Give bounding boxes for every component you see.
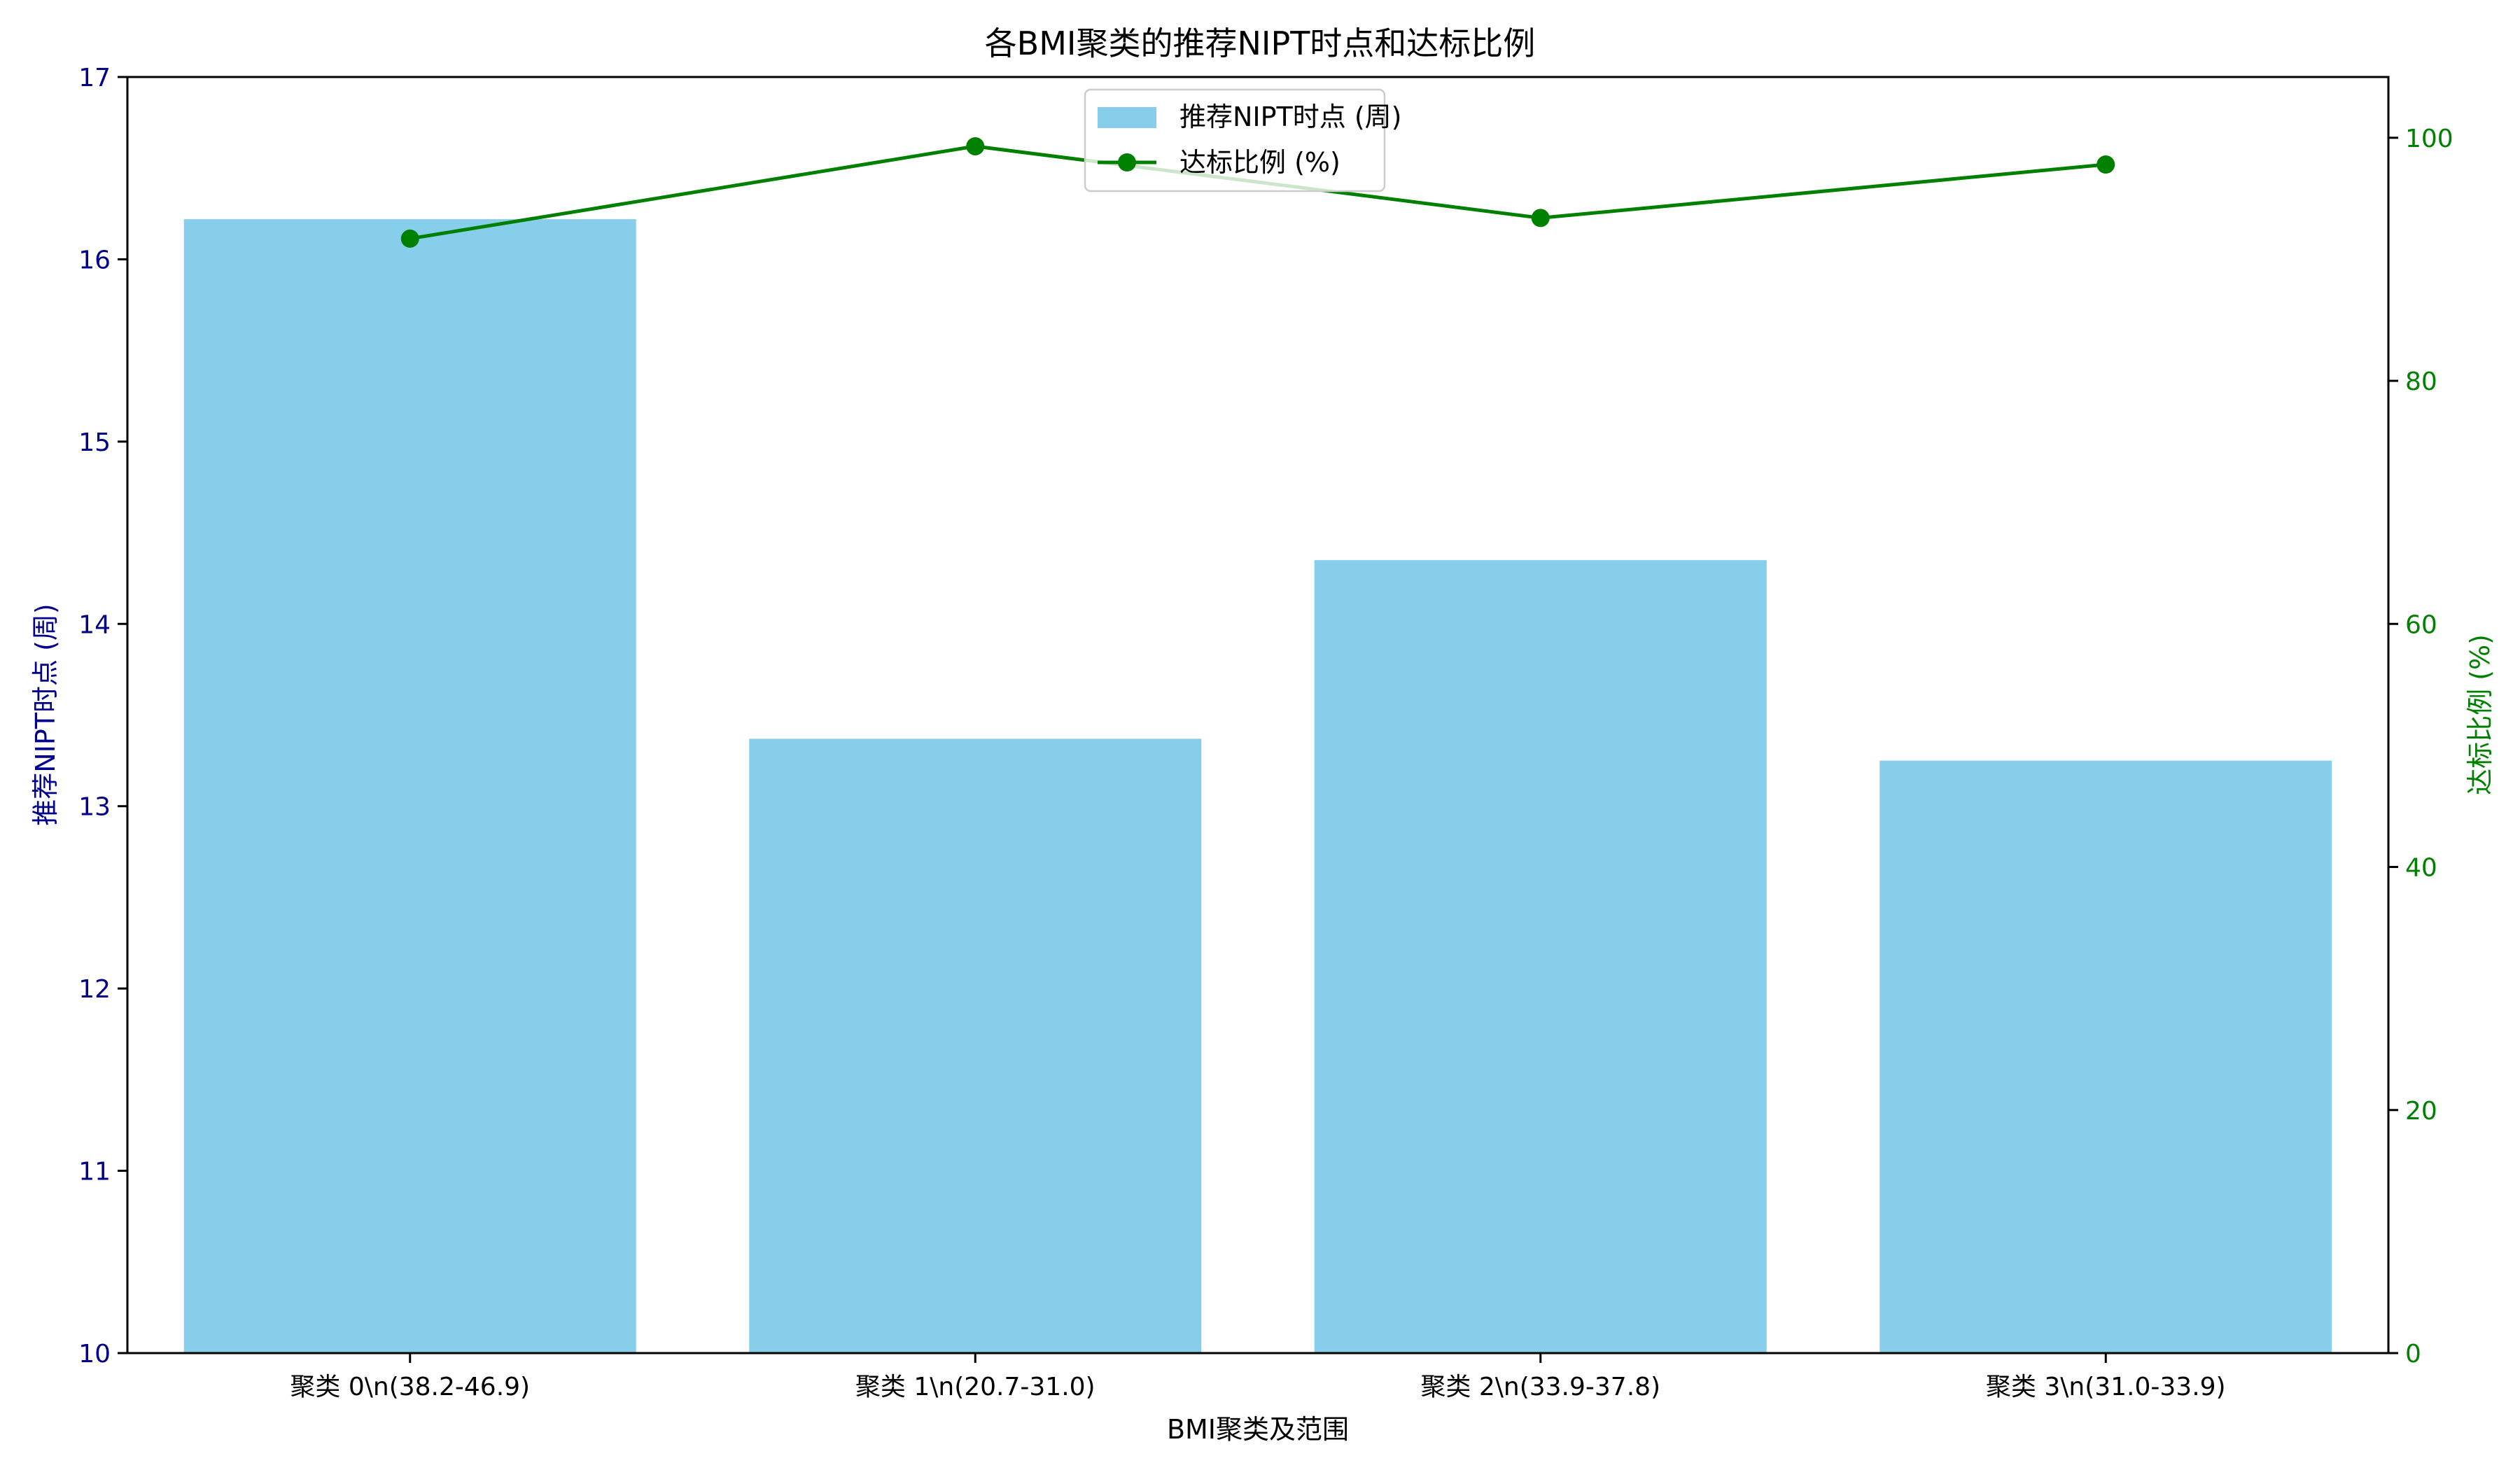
- right-tick-label-2: 40: [2405, 854, 2437, 883]
- right-tick-label-4: 80: [2405, 368, 2437, 396]
- x-tick-label-3: 聚类 3\n(31.0-33.9): [1986, 1373, 2226, 1401]
- legend-box: [1084, 88, 1386, 192]
- left-tick-label-0: 10: [78, 1340, 111, 1368]
- bar-3: [1879, 760, 2332, 1353]
- chart-title: 各BMI聚类的推荐NIPT时点和达标比例: [985, 24, 1536, 62]
- left-tick-label-4: 14: [78, 610, 111, 639]
- line-point-1: [966, 136, 985, 155]
- left-tick-label-1: 11: [78, 1158, 111, 1186]
- legend-bar-swatch: [1098, 107, 1156, 128]
- legend-line-label: 达标比例 (%): [1180, 147, 1340, 178]
- bar-2: [1314, 560, 1767, 1353]
- line-point-0: [400, 229, 419, 248]
- x-tick-label-1: 聚类 1\n(20.7-31.0): [855, 1373, 1096, 1401]
- legend: 推荐NIPT时点 (周) 达标比例 (%): [1084, 88, 1402, 192]
- legend-line-marker: [1118, 153, 1136, 172]
- legend-bar-label: 推荐NIPT时点 (周): [1180, 102, 1402, 132]
- right-tick-label-1: 20: [2405, 1097, 2437, 1126]
- left-tick-label-5: 15: [78, 428, 111, 457]
- x-axis: 聚类 0\n(38.2-46.9) 聚类 1\n(20.7-31.0) 聚类 2\n…: [290, 1353, 2226, 1401]
- left-tick-label-3: 13: [78, 793, 111, 822]
- y-axis-label-left: 推荐NIPT时点 (周): [30, 603, 61, 826]
- right-axis: 0 20 40 60 80 100: [2388, 125, 2454, 1368]
- x-axis-label: BMI聚类及范围: [1167, 1414, 1349, 1445]
- left-tick-label-7: 17: [78, 64, 111, 92]
- right-tick-label-3: 60: [2405, 610, 2437, 639]
- x-tick-label-2: 聚类 2\n(33.9-37.8): [1420, 1373, 1660, 1401]
- left-tick-label-2: 12: [78, 975, 111, 1004]
- line-point-2: [1531, 209, 1550, 227]
- bar-1: [749, 738, 1202, 1353]
- plot-frame: [126, 76, 2390, 1354]
- line-point-3: [2096, 155, 2115, 174]
- bar-series: [183, 219, 2332, 1353]
- right-tick-label-0: 0: [2405, 1340, 2421, 1368]
- bar-0: [183, 219, 636, 1353]
- x-tick-label-0: 聚类 0\n(38.2-46.9): [290, 1373, 530, 1401]
- y-axis-label-right: 达标比例 (%): [2465, 634, 2496, 795]
- right-tick-label-5: 100: [2405, 125, 2454, 153]
- left-tick-label-6: 16: [78, 246, 111, 274]
- left-axis: 10 11 12 13 14 15 16 17: [78, 64, 127, 1368]
